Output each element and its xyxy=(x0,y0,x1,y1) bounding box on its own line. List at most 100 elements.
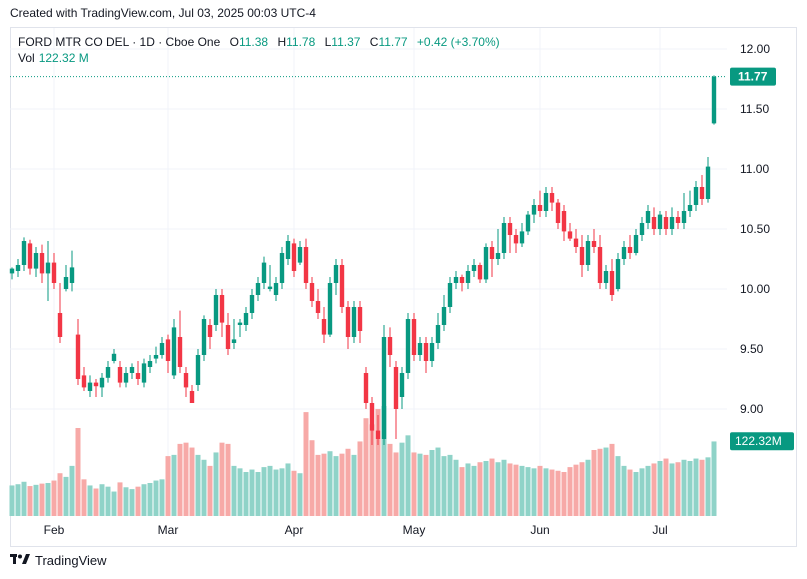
candle-body[interactable] xyxy=(465,271,471,283)
candle-body[interactable] xyxy=(567,231,573,239)
candle-body[interactable] xyxy=(525,214,531,232)
candle-body[interactable] xyxy=(201,319,207,355)
candle-body[interactable] xyxy=(219,295,225,323)
tradingview-brand[interactable]: TradingView xyxy=(35,553,107,568)
candle-body[interactable] xyxy=(363,373,369,403)
candle-body[interactable] xyxy=(645,211,651,223)
candle-body[interactable] xyxy=(165,339,171,361)
candle-body[interactable] xyxy=(441,307,447,325)
candle-body[interactable] xyxy=(27,243,33,269)
candle-body[interactable] xyxy=(615,259,621,289)
candle-body[interactable] xyxy=(237,322,243,325)
candle-body[interactable] xyxy=(15,265,21,271)
candle-body[interactable] xyxy=(63,277,69,289)
candle-body[interactable] xyxy=(261,262,267,283)
candle-body[interactable] xyxy=(603,271,609,283)
candle-body[interactable] xyxy=(429,343,435,361)
candle-body[interactable] xyxy=(357,307,363,331)
candle-body[interactable] xyxy=(345,307,351,337)
candle-body[interactable] xyxy=(297,247,303,263)
candle-body[interactable] xyxy=(657,214,663,229)
candle-body[interactable] xyxy=(333,265,339,283)
candle-body[interactable] xyxy=(555,202,561,223)
candle-body[interactable] xyxy=(33,253,39,269)
candle-body[interactable] xyxy=(327,283,333,335)
candle-body[interactable] xyxy=(705,166,711,199)
candle-body[interactable] xyxy=(639,223,645,235)
candle-body[interactable] xyxy=(93,382,99,387)
candle-body[interactable] xyxy=(231,339,237,343)
candle-body[interactable] xyxy=(711,76,717,124)
candle-body[interactable] xyxy=(681,211,687,223)
candle-body[interactable] xyxy=(51,262,57,283)
candle-body[interactable] xyxy=(141,363,147,383)
candle-body[interactable] xyxy=(351,307,357,337)
candle-body[interactable] xyxy=(435,325,441,343)
candle-body[interactable] xyxy=(285,241,291,259)
candle-body[interactable] xyxy=(519,231,525,244)
candle-body[interactable] xyxy=(177,337,183,367)
candle-body[interactable] xyxy=(75,334,81,379)
candle-body[interactable] xyxy=(537,205,543,211)
candle-body[interactable] xyxy=(633,235,639,253)
candle-body[interactable] xyxy=(255,283,261,295)
candle-body[interactable] xyxy=(339,265,345,307)
candle-body[interactable] xyxy=(171,327,177,376)
candle-body[interactable] xyxy=(243,313,249,325)
candle-body[interactable] xyxy=(543,193,549,211)
candle-body[interactable] xyxy=(687,205,693,211)
candle-body[interactable] xyxy=(393,367,399,409)
candle-body[interactable] xyxy=(129,367,135,373)
candle-body[interactable] xyxy=(249,295,255,313)
candle-body[interactable] xyxy=(99,377,105,388)
candle-body[interactable] xyxy=(45,262,51,274)
symbol-label[interactable]: FORD MTR CO DEL · 1D · Cboe One xyxy=(18,35,221,49)
candle-body[interactable] xyxy=(387,337,393,355)
candle-body[interactable] xyxy=(591,241,597,247)
candle-body[interactable] xyxy=(147,361,153,367)
candle-body[interactable] xyxy=(531,205,537,215)
candle-body[interactable] xyxy=(81,375,87,388)
candle-body[interactable] xyxy=(369,403,375,431)
candle-body[interactable] xyxy=(489,247,495,259)
candle-body[interactable] xyxy=(423,343,429,361)
candle-body[interactable] xyxy=(375,430,381,439)
candle-body[interactable] xyxy=(315,301,321,313)
candle-body[interactable] xyxy=(405,319,411,373)
candle-body[interactable] xyxy=(303,247,309,283)
candle-body[interactable] xyxy=(483,247,489,280)
candle-body[interactable] xyxy=(183,373,189,388)
candle-body[interactable] xyxy=(663,217,669,229)
candle-body[interactable] xyxy=(159,343,165,355)
candle-body[interactable] xyxy=(105,367,111,378)
candle-body[interactable] xyxy=(453,277,459,283)
candle-body[interactable] xyxy=(549,193,555,203)
candle-body[interactable] xyxy=(669,217,675,229)
candle-body[interactable] xyxy=(111,353,117,361)
candle-body[interactable] xyxy=(117,367,123,383)
candle-body[interactable] xyxy=(39,253,45,274)
candle-body[interactable] xyxy=(579,247,585,265)
candle-body[interactable] xyxy=(573,238,579,247)
candle-body[interactable] xyxy=(471,265,477,271)
candle-body[interactable] xyxy=(693,187,699,205)
candle-body[interactable] xyxy=(123,373,129,383)
candle-body[interactable] xyxy=(597,247,603,283)
candle-body[interactable] xyxy=(321,319,327,335)
candle-body[interactable] xyxy=(153,355,159,359)
candle-body[interactable] xyxy=(459,277,465,283)
candle-body[interactable] xyxy=(225,325,231,349)
candle-body[interactable] xyxy=(207,325,213,337)
candle-body[interactable] xyxy=(135,373,141,379)
candle-body[interactable] xyxy=(507,223,513,235)
candle-body[interactable] xyxy=(477,265,483,280)
candle-body[interactable] xyxy=(609,271,615,295)
candle-body[interactable] xyxy=(501,223,507,253)
candle-body[interactable] xyxy=(561,211,567,232)
candle-body[interactable] xyxy=(267,286,273,289)
candle-body[interactable] xyxy=(585,241,591,265)
candle-body[interactable] xyxy=(21,241,27,265)
candle-body[interactable] xyxy=(447,283,453,307)
candle-body[interactable] xyxy=(495,253,501,259)
candle-body[interactable] xyxy=(513,235,519,244)
